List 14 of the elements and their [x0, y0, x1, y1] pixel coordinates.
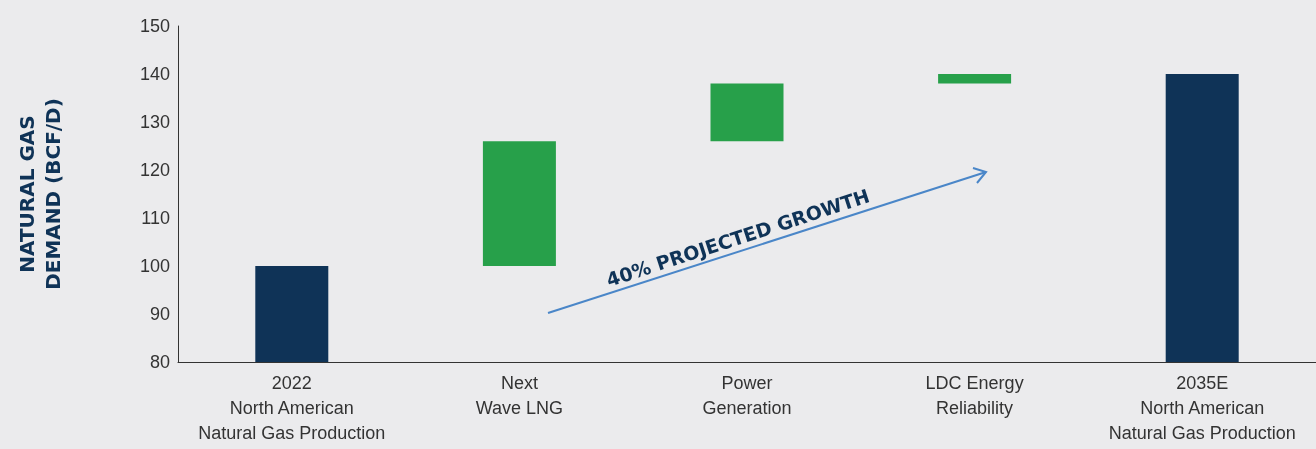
x-tick-label: 2035E North American Natural Gas Production: [1108, 372, 1296, 443]
y-tick-label: 110: [141, 208, 170, 228]
y-tick-label: 80: [149, 352, 170, 372]
y-tick-label: 120: [139, 160, 170, 180]
x-tick-label: Power Generation: [702, 372, 792, 418]
y-tick-label: 90: [149, 304, 170, 324]
y-tick-label: 140: [139, 64, 170, 84]
y-tick-label: 100: [139, 256, 170, 276]
y-tick-label: 130: [139, 112, 170, 132]
x-tick-label: LDC Energy Reliability: [925, 372, 1024, 418]
y-axis-title: NATURAL GAS DEMAND (BCF/D): [15, 98, 65, 290]
x-tick-label: 2022 North American Natural Gas Production: [198, 372, 386, 443]
x-tick-label: Next Wave LNG: [475, 372, 564, 418]
y-tick-label: 150: [139, 16, 170, 36]
